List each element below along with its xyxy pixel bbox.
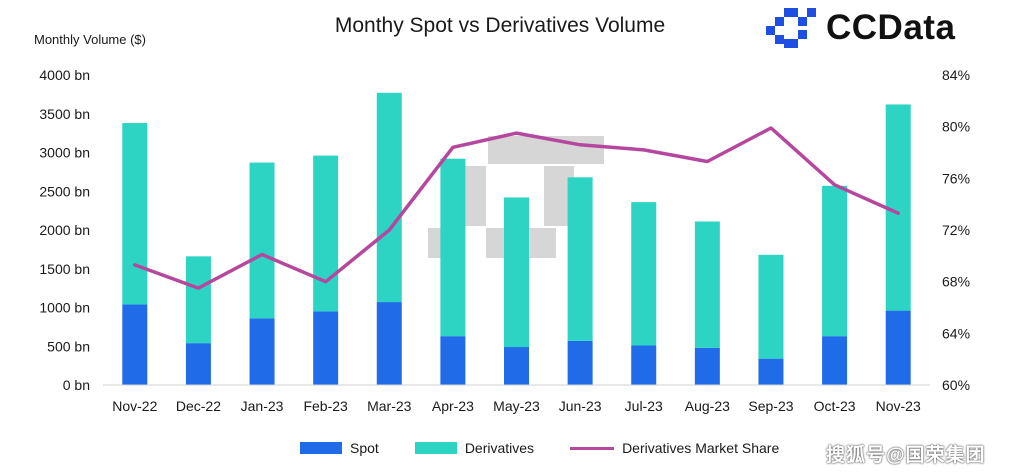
legend-item-market-share: Derivatives Market Share (570, 440, 779, 456)
x-tick-label: Feb-23 (303, 398, 348, 414)
bar-derivatives (885, 104, 911, 311)
bar-spot (694, 347, 720, 385)
y-tick-label: 2000 bn (39, 222, 90, 238)
y-tick-label: 1500 bn (39, 261, 90, 277)
legend-label-spot: Spot (350, 440, 379, 456)
bar-derivatives (249, 162, 275, 319)
point-market-share (769, 126, 773, 130)
point-market-share (705, 160, 709, 164)
bar-derivatives (504, 197, 529, 348)
bar-derivatives (758, 254, 784, 359)
x-tick-label: Dec-22 (176, 398, 221, 414)
y2-tick-label: 72% (942, 222, 970, 238)
x-tick-label: Jan-23 (241, 398, 284, 414)
x-tick-label: Sep-23 (748, 398, 793, 414)
bar-derivatives (567, 177, 593, 341)
bar-derivatives (440, 158, 466, 337)
legend-label-market-share: Derivatives Market Share (622, 440, 780, 456)
point-market-share (896, 211, 900, 215)
ccdata-pixel-logo-icon (766, 8, 816, 48)
bar-spot (249, 318, 275, 385)
point-market-share (515, 131, 518, 135)
x-tick-label: Nov-23 (876, 398, 921, 414)
y-tick-label: 500 bn (47, 338, 90, 354)
y-tick-label: 2500 bn (39, 183, 90, 199)
bar-derivatives (185, 256, 211, 344)
legend-swatch-spot (300, 442, 342, 454)
bar-spot (440, 336, 466, 385)
bar-spot (567, 340, 593, 385)
y-axis-title: Monthly Volume ($) (34, 32, 146, 47)
bar-spot (885, 310, 911, 385)
bar-derivatives (122, 123, 148, 305)
y2-tick-label: 60% (942, 377, 970, 393)
legend-item-spot: Spot (300, 440, 379, 456)
legend-label-derivatives: Derivatives (464, 440, 535, 456)
bar-spot (376, 302, 402, 385)
bar-spot (504, 347, 529, 385)
bar-derivatives (694, 221, 720, 348)
bar-derivatives (822, 185, 848, 337)
y2-tick-label: 76% (942, 170, 970, 186)
x-tick-label: Oct-23 (814, 398, 856, 414)
bar-spot (122, 304, 148, 385)
logo-text: CCData (826, 8, 956, 47)
point-market-share (387, 228, 391, 232)
chart-title: Monthy Spot vs Derivatives Volume (334, 14, 666, 37)
legend-item-derivatives: Derivatives (414, 440, 535, 456)
chart-legend: Spot Derivatives Derivatives Market Shar… (300, 440, 815, 456)
x-tick-label: Aug-23 (685, 398, 730, 414)
x-tick-label: Apr-23 (432, 398, 474, 414)
bar-spot (631, 345, 657, 385)
point-market-share (451, 145, 455, 149)
legend-swatch-market-share (570, 446, 615, 450)
bar-derivatives (376, 92, 402, 303)
x-tick-label: Nov-22 (112, 398, 157, 414)
x-tick-label: Mar-23 (367, 398, 412, 414)
bar-spot (313, 311, 339, 385)
x-tick-label: Jul-23 (625, 398, 663, 414)
y2-tick-label: 80% (942, 119, 970, 135)
y-tick-label: 1000 bn (39, 300, 90, 316)
point-market-share (133, 263, 137, 267)
y-tick-label: 3000 bn (39, 145, 90, 161)
x-tick-label: Jun-23 (559, 398, 602, 414)
y2-tick-label: 68% (942, 274, 970, 290)
point-market-share (260, 253, 264, 257)
y-tick-label: 4000 bn (39, 67, 90, 83)
bar-spot (822, 336, 848, 385)
bar-spot (185, 343, 211, 385)
y-tick-label: 3500 bn (39, 106, 90, 122)
point-market-share (833, 183, 837, 187)
x-tick-label: May-23 (493, 398, 540, 414)
point-market-share (642, 148, 646, 152)
point-market-share (324, 280, 328, 284)
bar-spot (758, 358, 784, 385)
y2-tick-label: 64% (942, 325, 970, 341)
point-market-share (196, 286, 200, 290)
bar-derivatives (313, 155, 339, 312)
bar-derivatives (631, 202, 657, 346)
y2-tick-label: 84% (942, 67, 970, 83)
point-market-share (578, 143, 582, 147)
y-tick-label: 0 bn (63, 377, 90, 393)
legend-swatch-derivatives (414, 442, 457, 454)
watermark-text: 搜狐号@国荣集团 (826, 445, 986, 466)
ccdata-logo: CCData (766, 6, 955, 50)
